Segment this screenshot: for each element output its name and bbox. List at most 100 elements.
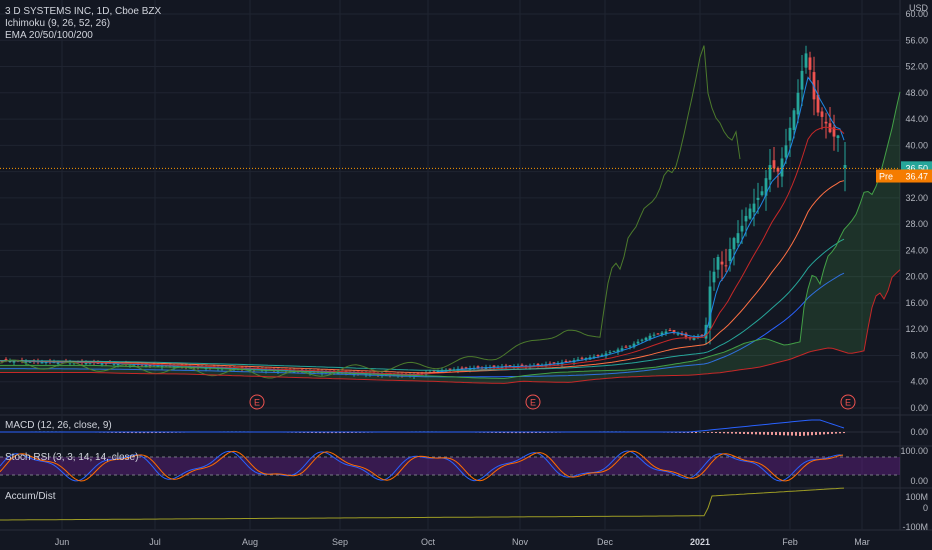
macd-histogram-bar [511, 432, 513, 434]
candle-body [664, 331, 668, 334]
macd-histogram-bar [787, 432, 789, 436]
candle-body [476, 366, 480, 368]
price-tick-label: 32.00 [905, 193, 928, 203]
candle-body [784, 145, 788, 158]
accum-dist-legend[interactable]: Accum/Dist [5, 491, 56, 502]
candle-body [620, 348, 624, 351]
macd-histogram-bar [771, 432, 773, 435]
macd-histogram-bar [755, 432, 757, 435]
macd-histogram-bar [707, 432, 709, 433]
candle-body [596, 355, 600, 357]
macd-histogram-bar [703, 432, 705, 433]
candle-body [132, 364, 136, 366]
macd-histogram-bar [719, 432, 721, 434]
macd-histogram-bar [831, 432, 833, 434]
macd-histogram-bar [823, 432, 825, 435]
candle-body [24, 361, 28, 363]
symbol-title[interactable]: 3 D SYSTEMS INC, 1D, Cboe BZX [5, 6, 162, 17]
macd-histogram-bar [323, 432, 325, 434]
candle-body [792, 110, 796, 130]
candle-body [768, 165, 772, 180]
pre-market-badge [876, 169, 932, 183]
time-tick-label: Feb [782, 537, 798, 547]
ema-legend[interactable]: EMA 20/50/100/200 [5, 30, 93, 41]
macd-histogram-bar [339, 432, 341, 434]
time-tick-label: Mar [854, 537, 870, 547]
candle-body [88, 362, 92, 364]
candle-body [576, 359, 580, 361]
candle-body [772, 160, 776, 169]
candle-body [160, 365, 164, 368]
candle-body [804, 53, 808, 68]
candle-body [788, 127, 792, 141]
macd-histogram-bar [715, 432, 717, 434]
candle-body [632, 343, 636, 348]
candle-body [144, 365, 148, 367]
candle-body [580, 357, 584, 359]
candle-body [504, 365, 508, 367]
ema100-line [0, 180, 845, 374]
candle-body [644, 337, 648, 341]
ema50-line [0, 126, 845, 375]
macd-histogram-bar [767, 432, 769, 435]
macd-histogram-bar [775, 432, 777, 436]
candle-body [708, 286, 712, 329]
price-tick-label: 20.00 [905, 272, 928, 282]
price-tick-label: 8.00 [910, 350, 928, 360]
stoch-d-line [0, 450, 844, 482]
candle-body [780, 158, 784, 177]
accum-tick-label: -100M [902, 522, 928, 532]
macd-legend[interactable]: MACD (12, 26, close, 9) [5, 420, 112, 431]
macd-histogram-bar [131, 432, 133, 434]
candle-body [12, 361, 16, 363]
candle-body [736, 233, 740, 243]
ema20-line [0, 76, 845, 376]
macd-histogram-bar [135, 432, 137, 434]
accum-dist-line [0, 487, 845, 521]
pre-market-tag: Pre [879, 172, 893, 182]
ichimoku-lagging-span [0, 45, 741, 379]
candle-body [836, 135, 840, 139]
candle-body [156, 365, 160, 367]
candle-body [568, 360, 572, 362]
candle-body [460, 367, 464, 369]
time-tick-label: Oct [421, 537, 436, 547]
candle-body [612, 350, 616, 352]
candle-body [756, 197, 760, 200]
macd-histogram-bar [811, 432, 813, 436]
ichimoku-legend[interactable]: Ichimoku (9, 26, 52, 26) [5, 18, 111, 29]
stoch-rsi-legend[interactable]: Stoch RSI (3, 3, 14, 14, close) [5, 452, 139, 463]
macd-line [0, 419, 845, 433]
ichimoku-span-a [0, 91, 901, 379]
candle-body [28, 361, 32, 363]
macd-histogram-bar [327, 432, 329, 434]
candle-body [716, 256, 720, 270]
candle-body [752, 203, 756, 213]
price-tick-label: 44.00 [905, 114, 928, 124]
macd-histogram-bar [723, 432, 725, 434]
time-tick-label: Jul [149, 537, 161, 547]
macd-histogram-bar [727, 432, 729, 434]
candle-body [564, 361, 568, 363]
candle-body [732, 238, 736, 250]
candle-body [44, 362, 48, 364]
macd-histogram-bar [331, 432, 333, 434]
candle-body [660, 332, 664, 335]
macd-histogram-bar [783, 432, 785, 436]
stoch-band [0, 457, 900, 475]
price-tick-label: 0.00 [910, 403, 928, 413]
macd-histogram-bar [739, 432, 741, 434]
macd-histogram-bar [843, 432, 845, 434]
macd-histogram-bar [155, 432, 157, 434]
candle-body [824, 121, 828, 124]
candle-body [816, 94, 820, 113]
last-price-label: 36.50 [905, 163, 928, 173]
candle-body [672, 330, 676, 333]
candle-body [584, 357, 588, 359]
candle-body [608, 352, 612, 354]
candle-body [520, 364, 524, 367]
candle-body [552, 362, 556, 364]
candle-body [384, 374, 388, 376]
candle-body [656, 333, 660, 335]
